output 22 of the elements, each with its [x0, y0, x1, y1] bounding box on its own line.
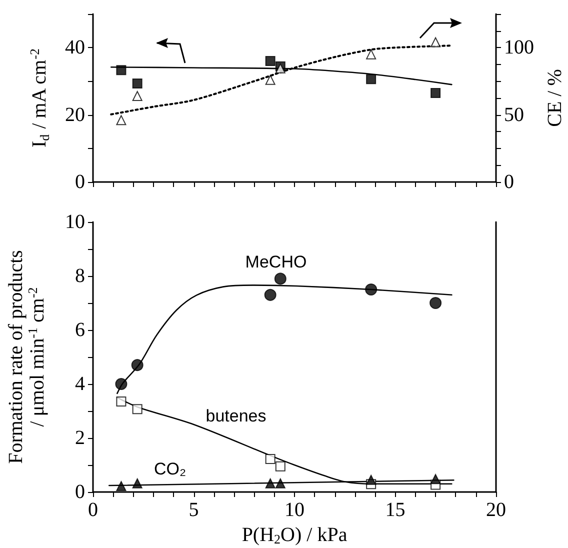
y-tick-label: 0: [75, 481, 85, 503]
y-tick-label: 40: [65, 36, 85, 59]
x-tick-label: 5: [188, 499, 199, 521]
y2-tick-label: 0: [504, 171, 514, 193]
y-tick-label: 6: [75, 319, 85, 341]
y-tick-label: 8: [75, 265, 85, 287]
x-axis-title: P(H2O) / kPa: [242, 524, 348, 546]
y2-tick-label: 50: [504, 104, 524, 126]
y-tick-label: 10: [65, 211, 85, 233]
y-tick-label: 4: [75, 373, 85, 395]
x-tick-label: 15: [385, 499, 406, 521]
y2-tick-label: 100: [504, 36, 534, 59]
annotation: MeCHO: [245, 252, 307, 272]
x-tick-label: 20: [486, 499, 506, 521]
y-tick-label: 20: [65, 104, 85, 126]
y-axis-title: Id / mA cm-2: [27, 48, 52, 148]
annotation: CO₂: [154, 460, 186, 478]
y2-axis-title: CE / %: [544, 69, 566, 127]
x-tick-label: 10: [284, 499, 304, 521]
y-tick-label: 0: [75, 171, 85, 193]
annotation: butenes: [206, 406, 266, 426]
y-tick-label: 2: [75, 427, 85, 449]
